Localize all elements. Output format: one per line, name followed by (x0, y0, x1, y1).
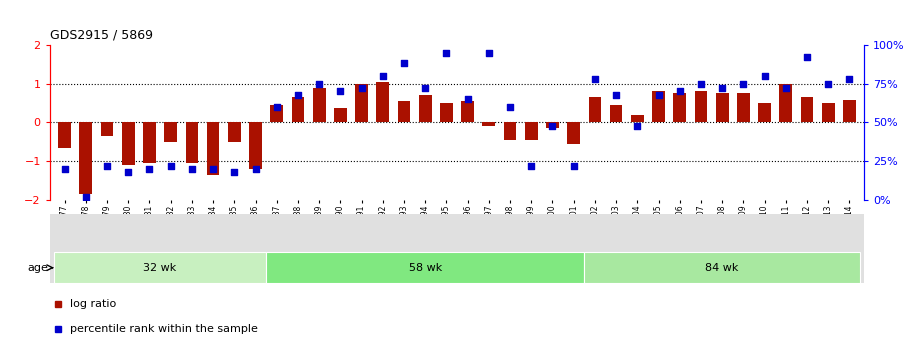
Point (248, 166, 262, 172)
Bar (313, 88, 326, 122)
Bar (822, 103, 834, 122)
Point (376, 73, 390, 79)
Point (396, 61, 411, 66)
Point (587, 76, 602, 82)
Text: percentile rank within the sample: percentile rank within the sample (71, 324, 258, 334)
Point (843, 76, 857, 82)
Bar (228, 122, 241, 142)
Point (481, 50, 496, 55)
Bar (334, 108, 347, 122)
Point (736, 81, 750, 87)
Point (461, 96, 475, 102)
Point (164, 163, 178, 169)
Bar (758, 103, 771, 122)
Text: GDS2915 / 5869: GDS2915 / 5869 (50, 28, 153, 41)
Bar (291, 97, 304, 122)
Point (694, 81, 709, 87)
Bar (482, 122, 495, 126)
Bar (266, 252, 585, 283)
Text: 58 wk: 58 wk (408, 263, 442, 273)
Bar (631, 115, 643, 122)
Bar (695, 91, 708, 122)
Point (418, 86, 433, 91)
Text: age: age (28, 263, 49, 273)
Bar (80, 122, 92, 194)
Bar (588, 97, 601, 122)
Bar (206, 122, 220, 175)
Bar (271, 105, 283, 122)
Point (185, 166, 199, 172)
Point (652, 92, 666, 97)
Bar (376, 82, 389, 122)
Bar (843, 100, 856, 122)
Point (778, 86, 793, 91)
Point (79, 194, 93, 200)
Bar (525, 122, 538, 140)
Bar (673, 93, 686, 122)
Text: 32 wk: 32 wk (144, 263, 176, 273)
Point (545, 123, 559, 128)
Bar (567, 122, 580, 144)
Bar (737, 93, 749, 122)
Point (291, 92, 305, 97)
Point (142, 166, 157, 172)
Point (355, 86, 369, 91)
Bar (653, 91, 665, 122)
Point (333, 89, 348, 94)
Point (57, 166, 71, 172)
Bar (716, 93, 729, 122)
Point (672, 89, 687, 94)
Bar (419, 95, 432, 122)
Bar (165, 122, 177, 142)
Point (821, 81, 835, 87)
Point (630, 123, 644, 128)
Point (609, 92, 624, 97)
Point (439, 50, 453, 55)
Bar (801, 97, 814, 122)
Bar (440, 103, 452, 122)
Bar (610, 105, 623, 122)
Point (757, 73, 772, 79)
Point (205, 166, 220, 172)
Bar (546, 122, 559, 128)
Point (715, 86, 729, 91)
Point (503, 104, 518, 110)
Bar (397, 101, 410, 122)
Point (524, 163, 538, 169)
Point (270, 104, 284, 110)
Text: log ratio: log ratio (71, 299, 117, 309)
Point (121, 169, 136, 175)
Bar (462, 101, 474, 122)
Bar (58, 122, 71, 148)
Point (100, 163, 114, 169)
Point (800, 55, 814, 60)
Bar (356, 85, 368, 122)
Bar (504, 122, 517, 140)
Bar (54, 252, 266, 283)
Point (567, 163, 581, 169)
Bar (122, 122, 135, 165)
Bar (100, 122, 113, 136)
Text: 84 wk: 84 wk (706, 263, 738, 273)
Point (312, 81, 327, 87)
Bar (585, 252, 860, 283)
Bar (186, 122, 198, 163)
Bar (143, 122, 156, 163)
Bar (779, 84, 792, 122)
Bar (249, 122, 262, 169)
Point (227, 169, 242, 175)
